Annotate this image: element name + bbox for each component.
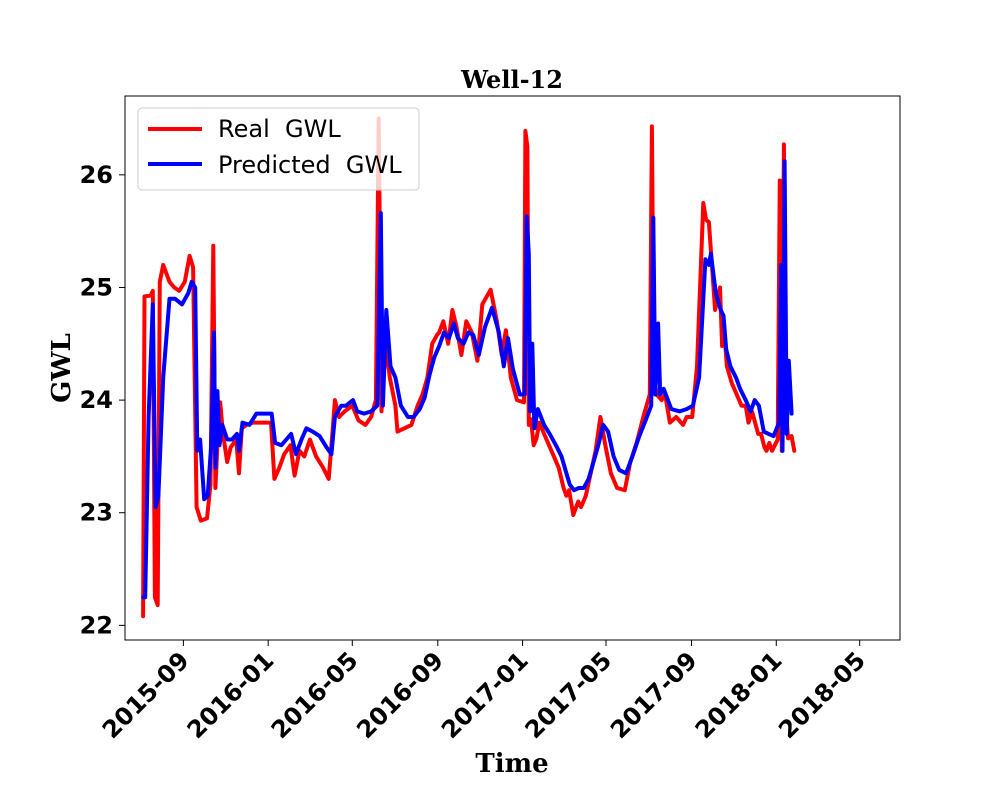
y-tick-label: 22: [80, 611, 113, 639]
series-layer: [141, 116, 797, 619]
series-line-real-gwl: [141, 116, 797, 619]
x-tick-label: 2017-09: [605, 646, 703, 744]
y-tick-label: 24: [80, 386, 113, 414]
legend-label-real: Real GWL: [218, 115, 341, 143]
x-tick-label: 2018-01: [690, 646, 788, 744]
y-axis: 22 23 24 25 26: [80, 161, 125, 639]
x-tick-label: 2015-09: [97, 646, 195, 744]
series-line-predicted-gwl: [141, 159, 794, 600]
x-axis: 2015-092016-012016-052016-092017-012017-…: [97, 640, 871, 744]
legend-frame: [137, 107, 420, 191]
legend-label-predicted: Predicted GWL: [218, 151, 402, 179]
x-axis-label: Time: [475, 749, 548, 779]
x-tick-label: 2018-05: [773, 646, 871, 744]
legend: Real GWL Predicted GWL: [137, 107, 420, 191]
x-tick-label: 2016-05: [266, 646, 364, 744]
chart-title: Well-12: [460, 65, 563, 94]
x-tick-label: 2016-09: [351, 646, 449, 744]
x-tick-label: 2017-01: [436, 646, 534, 744]
x-tick-label: 2017-05: [520, 646, 618, 744]
y-axis-label: GWL: [47, 333, 77, 403]
x-tick-label: 2016-01: [182, 646, 280, 744]
y-tick-label: 23: [80, 499, 113, 527]
plot-frame: [124, 95, 901, 641]
y-tick-label: 25: [80, 273, 113, 301]
y-tick-label: 26: [80, 161, 113, 189]
